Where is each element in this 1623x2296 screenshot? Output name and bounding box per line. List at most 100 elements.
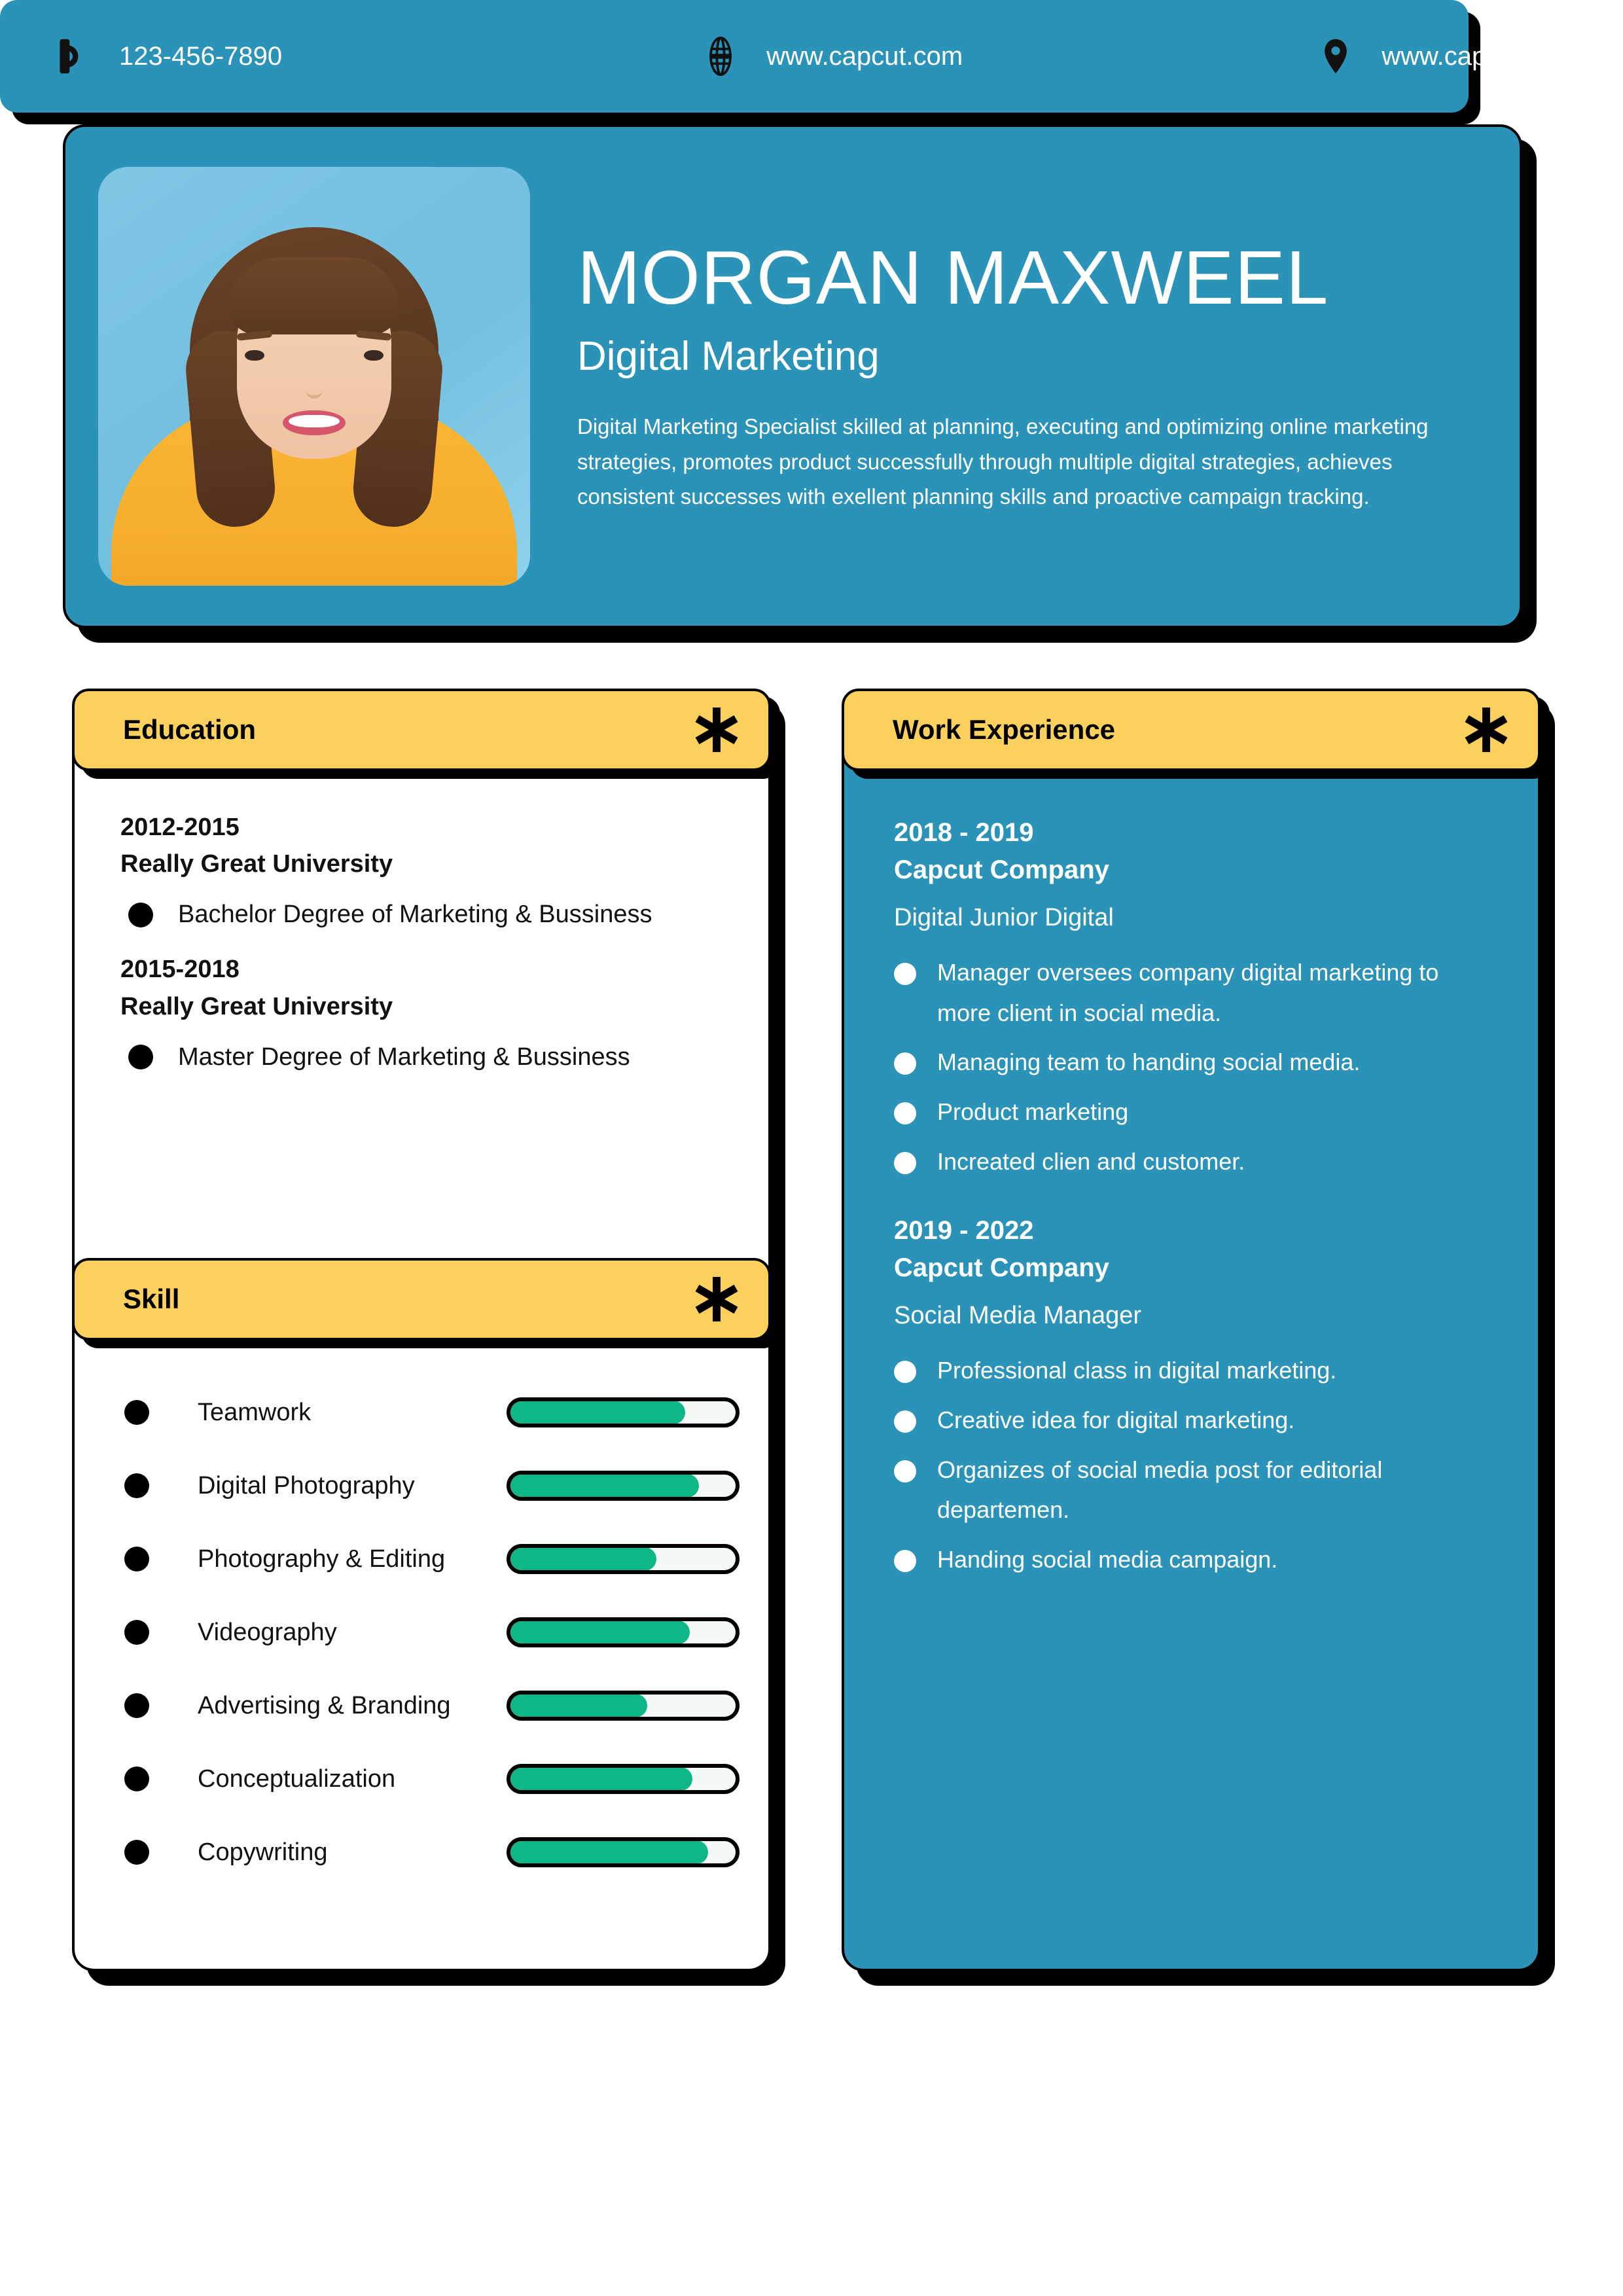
bullet-dot-icon — [124, 1400, 149, 1425]
education-degree-row: Bachelor Degree of Marketing & Bussiness — [120, 895, 728, 934]
bullet-dot-icon — [894, 962, 916, 985]
nose-shape — [306, 376, 323, 399]
skill-progress-fill — [510, 1475, 699, 1497]
contact-website[interactable]: www.capcut.com — [701, 37, 963, 76]
work-experience-card: Work Experience 2018 - 2019 Capcut Compa… — [842, 689, 1541, 1971]
job-years: 2018 - 2019 — [894, 818, 1034, 847]
skill-row: Advertising & Branding — [124, 1669, 740, 1742]
job-point-text: Professional class in digital marketing. — [937, 1356, 1337, 1384]
header-card: MORGAN MAXWEEL Digital Marketing Digital… — [63, 124, 1522, 628]
education-degree: Master Degree of Marketing & Bussiness — [178, 1043, 630, 1071]
bullet-dot-icon — [894, 1052, 916, 1075]
skill-progress-bar — [507, 1837, 740, 1867]
education-entry: 2012-2015 Really Great University Bachel… — [120, 809, 728, 934]
job-point: Managing team to handing social media. — [894, 1042, 1509, 1083]
bullet-dot-icon — [124, 1473, 149, 1498]
education-school: Really Great University — [120, 992, 393, 1020]
skill-progress-fill — [510, 1695, 647, 1717]
skill-title: Skill — [123, 1283, 180, 1314]
asterisk-icon — [695, 1276, 738, 1322]
bullet-dot-icon — [894, 1550, 916, 1573]
education-header-band: Education — [72, 689, 771, 771]
skill-progress-fill — [510, 1841, 708, 1863]
contact-address[interactable]: www.capcut.com — [1316, 37, 1578, 76]
education-entries: 2012-2015 Really Great University Bachel… — [75, 809, 768, 1094]
mouth-shape — [283, 410, 346, 435]
skill-label: Advertising & Branding — [198, 1691, 451, 1719]
bullet-dot-icon — [894, 1460, 916, 1482]
work-header-band: Work Experience — [842, 689, 1541, 771]
skill-label: Photography & Editing — [198, 1545, 446, 1573]
skill-progress-fill — [510, 1401, 686, 1424]
asterisk-icon — [695, 707, 738, 753]
skill-progress-bar — [507, 1764, 740, 1794]
skill-row: Teamwork — [124, 1376, 740, 1449]
job-point-text: Handing social media campaign. — [937, 1546, 1278, 1573]
skill-row: Copywriting — [124, 1816, 740, 1889]
bullet-dot-icon — [124, 1620, 149, 1645]
person-summary: Digital Marketing Specialist skilled at … — [577, 414, 1429, 509]
bullet-dot-icon — [128, 1045, 153, 1070]
phone-icon — [60, 39, 79, 74]
skill-progress-fill — [510, 1621, 690, 1643]
skill-progress-fill — [510, 1768, 692, 1790]
job-point-text: Organizes of social media post for edito… — [937, 1456, 1383, 1524]
contact-website-text: www.capcut.com — [766, 41, 963, 71]
education-entry: 2015-2018 Really Great University Master… — [120, 951, 728, 1076]
job-point-list: Manager oversees company digital marketi… — [894, 952, 1509, 1183]
work-jobs: 2018 - 2019 Capcut Company Digital Junio… — [844, 814, 1538, 1610]
skill-progress-bar — [507, 1471, 740, 1501]
education-degree-row: Master Degree of Marketing & Bussiness — [120, 1038, 728, 1077]
skill-progress-fill — [510, 1548, 656, 1570]
job-role: Digital Junior Digital — [894, 903, 1114, 931]
eye-right — [364, 350, 383, 361]
bullet-dot-icon — [894, 1410, 916, 1433]
skill-progress-bar — [507, 1397, 740, 1427]
bullet-dot-icon — [894, 1152, 916, 1175]
job-point: Organizes of social media post for edito… — [894, 1450, 1509, 1531]
eye-left — [245, 350, 264, 361]
person-role: Digital Marketing — [577, 333, 880, 379]
contact-phone[interactable]: 123-456-7890 — [54, 37, 282, 76]
bullet-dot-icon — [124, 1767, 149, 1791]
job-company: Capcut Company — [894, 1253, 1109, 1282]
work-title: Work Experience — [893, 714, 1116, 745]
contact-phone-text: 123-456-7890 — [119, 41, 283, 71]
job-point: Increated clien and customer. — [894, 1141, 1509, 1182]
bullet-dot-icon — [124, 1840, 149, 1865]
bullet-dot-icon — [124, 1693, 149, 1718]
job-point-list: Professional class in digital marketing.… — [894, 1350, 1509, 1581]
skill-progress-bar — [507, 1691, 740, 1721]
job-company: Capcut Company — [894, 855, 1109, 884]
job-entry: 2018 - 2019 Capcut Company Digital Junio… — [894, 814, 1509, 1182]
skill-header-band: Skill — [72, 1258, 771, 1340]
job-point-text: Product marketing — [937, 1098, 1129, 1126]
person-name: MORGAN MAXWEEL — [577, 235, 1329, 321]
asterisk-icon — [1465, 707, 1508, 753]
job-point-text: Creative idea for digital marketing. — [937, 1406, 1295, 1433]
bullet-dot-icon — [124, 1547, 149, 1571]
header-text-block: MORGAN MAXWEEL Digital Marketing Digital… — [530, 238, 1480, 514]
hair-fringe-shape — [229, 257, 399, 334]
teeth-shape — [289, 415, 340, 427]
education-skill-card: Education 2012-2015 Really Great Univers… — [72, 689, 771, 1971]
job-entry: 2019 - 2022 Capcut Company Social Media … — [894, 1212, 1509, 1580]
contact-address-text: www.capcut.com — [1382, 41, 1578, 71]
job-point-text: Managing team to handing social media. — [937, 1049, 1361, 1076]
profile-photo — [98, 167, 530, 586]
job-point-text: Manager oversees company digital marketi… — [937, 958, 1439, 1026]
job-years: 2019 - 2022 — [894, 1216, 1034, 1246]
education-years: 2012-2015 — [120, 814, 240, 841]
skill-progress-bar — [507, 1617, 740, 1647]
skill-row: Photography & Editing — [124, 1522, 740, 1596]
skill-row: Digital Photography — [124, 1449, 740, 1522]
job-point: Professional class in digital marketing. — [894, 1350, 1509, 1391]
skill-row: Conceptualization — [124, 1742, 740, 1816]
education-degree: Bachelor Degree of Marketing & Bussiness — [178, 901, 652, 929]
skill-label: Copywriting — [198, 1838, 328, 1866]
education-years: 2015-2018 — [120, 956, 240, 984]
job-point: Product marketing — [894, 1092, 1509, 1132]
job-role: Social Media Manager — [894, 1301, 1142, 1329]
skill-progress-bar — [507, 1544, 740, 1574]
